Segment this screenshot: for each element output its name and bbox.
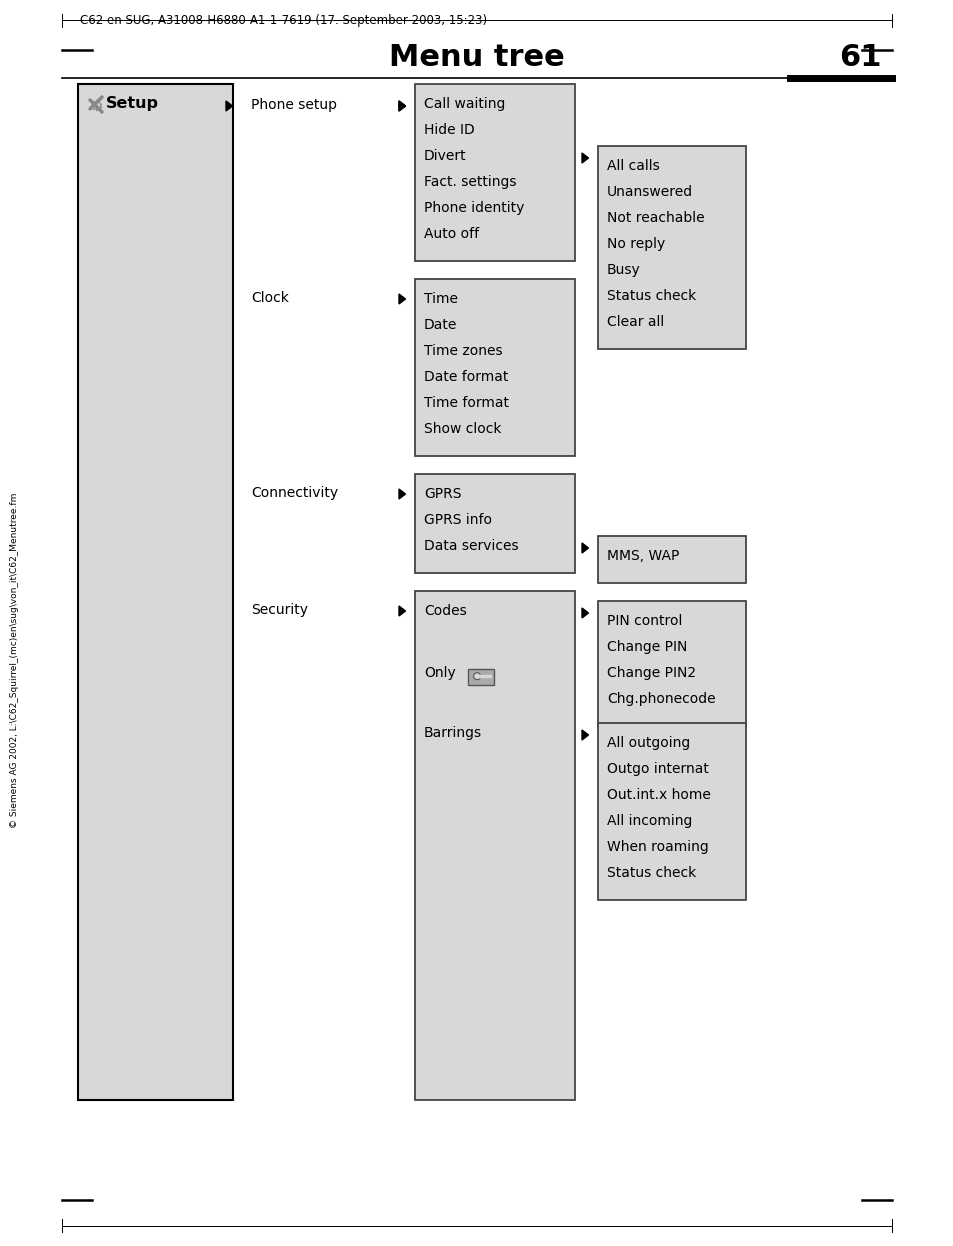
- Text: Phone setup: Phone setup: [251, 98, 336, 112]
- Polygon shape: [398, 294, 405, 304]
- Text: Only: Only: [423, 667, 456, 680]
- Text: © Siemens AG 2002, L:\C62_Squirrel_(mc)en\sug\von_it\C62_Menutree.fm: © Siemens AG 2002, L:\C62_Squirrel_(mc)e…: [10, 492, 19, 827]
- Text: Status check: Status check: [606, 289, 696, 303]
- Text: Time format: Time format: [423, 396, 509, 410]
- Text: Clear all: Clear all: [606, 315, 663, 329]
- Polygon shape: [398, 488, 405, 498]
- Text: Status check: Status check: [606, 866, 696, 880]
- Text: Date format: Date format: [423, 370, 508, 384]
- Bar: [598, 723, 745, 900]
- Text: MMS, WAP: MMS, WAP: [606, 549, 679, 563]
- Text: Change PIN2: Change PIN2: [606, 667, 696, 680]
- Text: 61: 61: [839, 44, 882, 72]
- Circle shape: [473, 673, 480, 680]
- Text: All calls: All calls: [606, 159, 659, 173]
- Bar: [415, 473, 575, 573]
- Text: PIN control: PIN control: [606, 614, 681, 628]
- Text: Chg.phonecode: Chg.phonecode: [606, 692, 715, 706]
- Text: Barrings: Barrings: [423, 726, 481, 740]
- Polygon shape: [581, 153, 588, 163]
- Text: All outgoing: All outgoing: [606, 736, 690, 750]
- Text: Time: Time: [423, 292, 457, 307]
- Text: Data services: Data services: [423, 540, 518, 553]
- Text: Call waiting: Call waiting: [423, 97, 505, 111]
- Bar: [598, 601, 745, 726]
- Polygon shape: [398, 606, 405, 616]
- Text: Not reachable: Not reachable: [606, 211, 704, 226]
- Bar: [415, 591, 575, 1100]
- Polygon shape: [581, 608, 588, 618]
- Polygon shape: [581, 730, 588, 740]
- Text: GPRS: GPRS: [423, 487, 461, 501]
- Text: Unanswered: Unanswered: [606, 184, 693, 199]
- Text: Phone identity: Phone identity: [423, 201, 524, 216]
- Polygon shape: [398, 101, 405, 111]
- Text: C62 en SUG, A31008-H6880-A1-1-7619 (17. September 2003, 15:23): C62 en SUG, A31008-H6880-A1-1-7619 (17. …: [80, 14, 487, 27]
- Text: Codes: Codes: [423, 604, 466, 618]
- Text: Divert: Divert: [423, 150, 466, 163]
- Text: No reply: No reply: [606, 237, 664, 250]
- Text: ⚙: ⚙: [89, 98, 103, 113]
- Text: Out.int.x home: Out.int.x home: [606, 787, 710, 802]
- Text: GPRS info: GPRS info: [423, 513, 492, 527]
- Bar: [78, 83, 233, 1100]
- Text: Setup: Setup: [106, 96, 159, 111]
- Text: Show clock: Show clock: [423, 422, 501, 436]
- Text: Time zones: Time zones: [423, 344, 502, 358]
- Text: Connectivity: Connectivity: [251, 486, 337, 500]
- Bar: [415, 279, 575, 456]
- Text: Security: Security: [251, 603, 308, 617]
- Text: Busy: Busy: [606, 263, 640, 277]
- Bar: [598, 536, 745, 583]
- Text: Menu tree: Menu tree: [389, 44, 564, 72]
- Polygon shape: [581, 543, 588, 553]
- Polygon shape: [226, 101, 233, 111]
- Text: Date: Date: [423, 318, 456, 331]
- Text: Clock: Clock: [251, 292, 289, 305]
- Bar: [468, 669, 494, 685]
- Polygon shape: [398, 101, 405, 111]
- Text: Outgo internat: Outgo internat: [606, 763, 708, 776]
- Text: Hide ID: Hide ID: [423, 123, 475, 137]
- Text: When roaming: When roaming: [606, 840, 708, 854]
- Text: All incoming: All incoming: [606, 814, 692, 829]
- Text: Fact. settings: Fact. settings: [423, 174, 516, 189]
- Bar: [598, 146, 745, 349]
- Text: Change PIN: Change PIN: [606, 640, 687, 654]
- Bar: [415, 83, 575, 260]
- Text: Auto off: Auto off: [423, 227, 478, 240]
